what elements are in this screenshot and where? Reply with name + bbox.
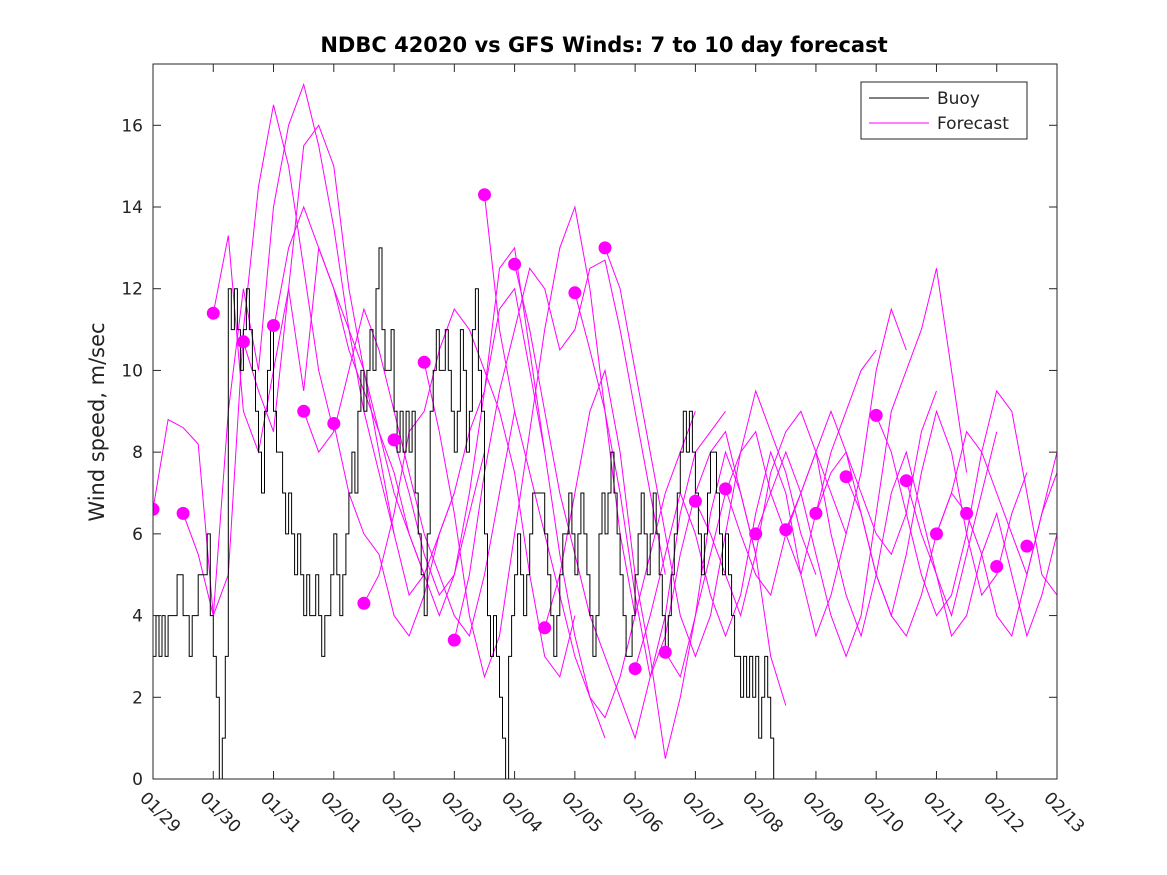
- forecast-marker: [297, 404, 311, 418]
- y-tick-label: 16: [121, 116, 143, 136]
- forecast-line-27: [936, 430, 1057, 577]
- forecast-marker: [990, 560, 1004, 573]
- forecast-line-17: [634, 450, 847, 669]
- forecast-marker: [176, 506, 190, 520]
- forecast-marker: [447, 633, 461, 647]
- forecast-marker: [899, 474, 913, 488]
- forecast-line-6: [303, 307, 516, 638]
- forecast-marker: [478, 188, 491, 202]
- buoy-line: [153, 247, 777, 779]
- plot-area: [153, 82, 1057, 779]
- forecast-marker: [357, 596, 371, 610]
- y-tick-label: 12: [121, 280, 143, 300]
- y-tick-label: 4: [132, 607, 143, 627]
- forecast-line-4: [242, 124, 455, 597]
- y-tick-label: 0: [132, 770, 143, 790]
- forecast-marker: [598, 241, 612, 255]
- forecast-marker: [153, 502, 160, 516]
- forecast-marker: [568, 286, 582, 300]
- y-tick-label: 14: [121, 198, 143, 218]
- forecast-line-5: [273, 205, 485, 618]
- forecast-marker: [387, 433, 401, 447]
- forecast-marker: [206, 306, 220, 320]
- legend-label-forecast: Forecast: [937, 114, 1009, 134]
- forecast-line-9: [393, 246, 606, 739]
- forecast-marker: [809, 506, 823, 520]
- forecast-marker: [930, 527, 943, 541]
- forecast-marker: [749, 527, 763, 541]
- forecast-line-14: [544, 368, 757, 759]
- forecast-line-25: [875, 389, 1057, 617]
- forecast-marker: [688, 494, 702, 508]
- forecast-marker: [960, 506, 974, 520]
- forecast-line-20: [725, 390, 937, 597]
- forecast-marker: [267, 319, 280, 332]
- forecast-line-12: [484, 194, 696, 719]
- forecast-line-13: [514, 264, 726, 740]
- legend: Buoy Forecast: [860, 81, 1028, 140]
- forecast-marker: [1020, 539, 1034, 553]
- forecast-marker: [839, 470, 853, 484]
- axes-box: [152, 63, 1058, 780]
- forecast-marker: [779, 523, 793, 537]
- forecast-marker: [508, 257, 522, 271]
- forecast-marker: [719, 482, 732, 496]
- forecast-marker: [236, 335, 250, 349]
- forecast-line-11: [453, 259, 666, 641]
- forecast-line-10: [423, 205, 636, 679]
- y-tick-label: 10: [121, 361, 143, 381]
- y-tick-label: 6: [132, 525, 143, 545]
- forecast-line-21: [755, 268, 968, 658]
- forecast-marker: [628, 662, 642, 676]
- y-axis-label: Wind speed, m/sec: [85, 322, 109, 521]
- forecast-line-16: [604, 247, 817, 658]
- chart-title: NDBC 42020 vs GFS Winds: 7 to 10 day for…: [320, 33, 887, 57]
- forecast-marker: [327, 417, 341, 430]
- forecast-marker: [869, 408, 883, 422]
- forecast-line-22: [785, 431, 998, 638]
- y-tick-label: 8: [132, 443, 143, 463]
- y-tick-label: 2: [132, 688, 143, 708]
- forecast-marker: [417, 355, 431, 369]
- forecast-marker: [658, 645, 672, 659]
- legend-box: [860, 81, 1028, 140]
- forecast-line-19: [694, 307, 907, 618]
- forecast-line-26: [905, 480, 1057, 638]
- forecast-line-7: [333, 287, 546, 638]
- legend-label-buoy: Buoy: [937, 89, 980, 109]
- forecast-marker: [538, 621, 552, 635]
- forecast-line-23: [815, 409, 1028, 618]
- forecast-line-2: [182, 82, 395, 616]
